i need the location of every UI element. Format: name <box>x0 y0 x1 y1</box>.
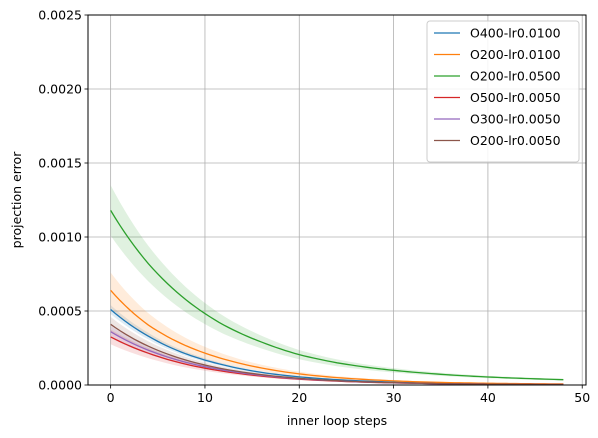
x-tick-label: 40 <box>480 390 496 405</box>
x-tick-label: 0 <box>107 390 115 405</box>
legend-label: O200-lr0.0500 <box>470 69 561 84</box>
y-tick-label: 0.0000 <box>38 378 82 393</box>
x-axis-label: inner loop steps <box>287 413 387 428</box>
x-tick-label: 50 <box>574 390 590 405</box>
y-tick-label: 0.0005 <box>38 304 82 319</box>
y-axis-label: projection error <box>9 151 24 249</box>
legend-label: O200-lr0.0100 <box>470 47 561 62</box>
y-tick-label: 0.0020 <box>38 82 82 97</box>
series-line <box>110 323 564 386</box>
confidence-band <box>110 185 564 381</box>
legend: O400-lr0.0100 O200-lr0.0100 O200-lr0.0500 O… <box>426 20 580 163</box>
legend-label: O200-lr0.0050 <box>470 133 561 148</box>
confidence-band <box>110 316 564 385</box>
series-line <box>110 289 564 385</box>
y-tick-label: 0.0015 <box>38 156 82 171</box>
axis-ticks: 0 10 20 30 40 50 0.0000 0.0005 0.0010 0.0015 0.002… <box>38 8 590 406</box>
x-tick-label: 10 <box>197 390 213 405</box>
confidence-band <box>110 272 564 385</box>
plot-frame <box>87 14 587 386</box>
legend-label: O500-lr0.0050 <box>470 90 561 105</box>
legend-box <box>426 20 580 163</box>
legend-label: O400-lr0.0100 <box>470 26 561 41</box>
x-tick-label: 20 <box>291 390 307 405</box>
confidence-bands <box>110 185 564 385</box>
series-line <box>110 210 564 381</box>
x-tick-label: 30 <box>386 390 402 405</box>
series-lines <box>110 210 564 386</box>
y-tick-label: 0.0010 <box>38 230 82 245</box>
legend-label: O300-lr0.0050 <box>470 112 561 127</box>
y-tick-label: 0.0025 <box>38 8 82 23</box>
